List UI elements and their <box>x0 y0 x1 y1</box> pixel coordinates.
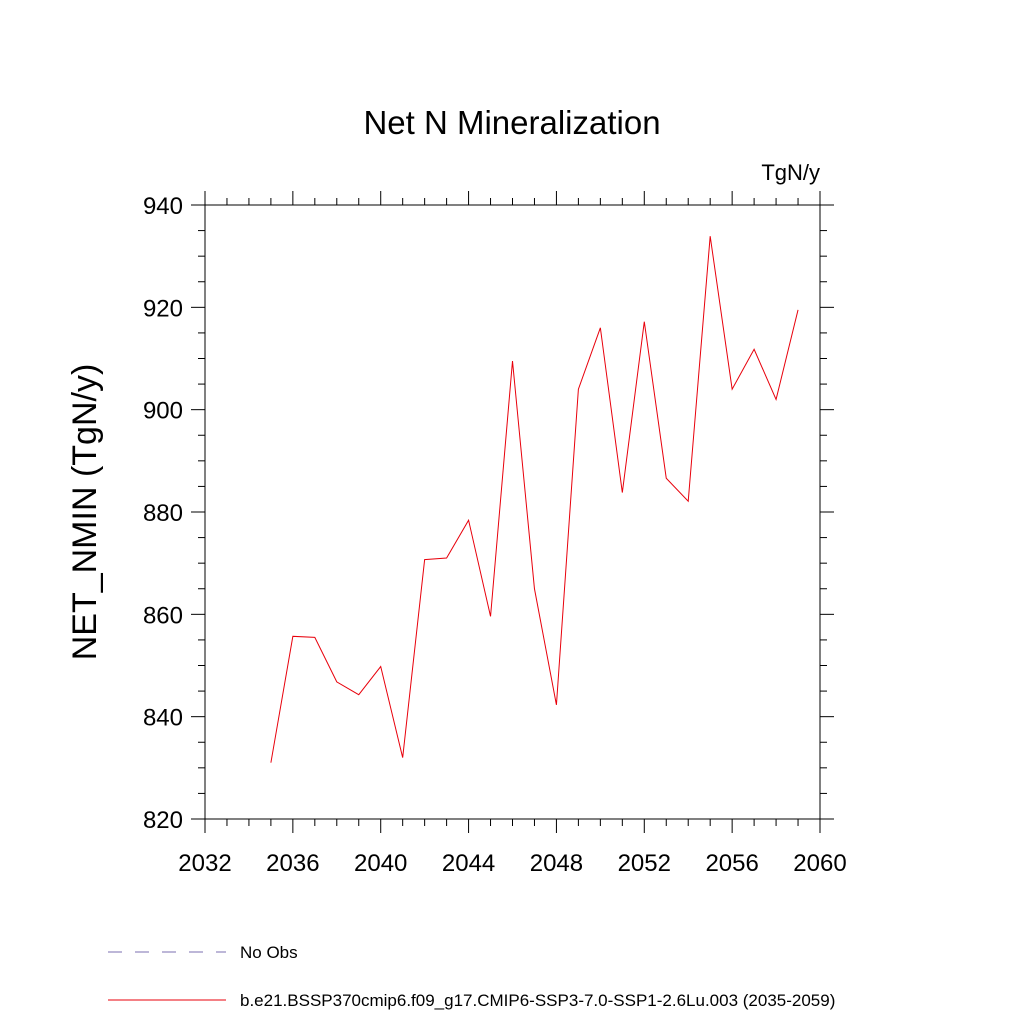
x-tick-label: 2040 <box>354 850 407 877</box>
x-tick-label: 2060 <box>793 850 846 877</box>
axis-ticks <box>191 191 834 833</box>
y-tick-label: 880 <box>143 500 183 527</box>
legend-item: b.e21.BSSP370cmip6.f09_g17.CMIP6-SSP3-7.… <box>108 991 835 1010</box>
axis-tick-labels: 2032 2036 2040 2044 2048 2052 2056 2060 820 840 86… <box>143 193 847 877</box>
plot-frame <box>204 204 821 820</box>
x-tick-label: 2032 <box>178 850 231 877</box>
x-tick-label: 2048 <box>530 850 583 877</box>
series-line <box>270 236 799 763</box>
series-group <box>270 236 799 763</box>
y-tick-label: 820 <box>143 807 183 834</box>
legend-label: b.e21.BSSP370cmip6.f09_g17.CMIP6-SSP3-7.… <box>240 991 835 1010</box>
legend: No Obs b.e21.BSSP370cmip6.f09_g17.CMIP6-S… <box>108 943 835 1010</box>
x-tick-label: 2056 <box>705 850 758 877</box>
y-tick-label: 900 <box>143 398 183 425</box>
units-label: TgN/y <box>761 160 820 185</box>
x-tick-label: 2036 <box>266 850 319 877</box>
y-tick-label: 840 <box>143 705 183 732</box>
chart-title: Net N Mineralization <box>363 104 660 141</box>
x-tick-label: 2044 <box>442 850 495 877</box>
legend-item: No Obs <box>108 943 298 962</box>
x-tick-label: 2052 <box>618 850 671 877</box>
y-tick-label: 920 <box>143 295 183 322</box>
y-axis-label: NET_NMIN (TgN/y) <box>66 364 104 661</box>
legend-label: No Obs <box>240 943 298 962</box>
y-tick-label: 860 <box>143 602 183 629</box>
y-tick-label: 940 <box>143 193 183 220</box>
